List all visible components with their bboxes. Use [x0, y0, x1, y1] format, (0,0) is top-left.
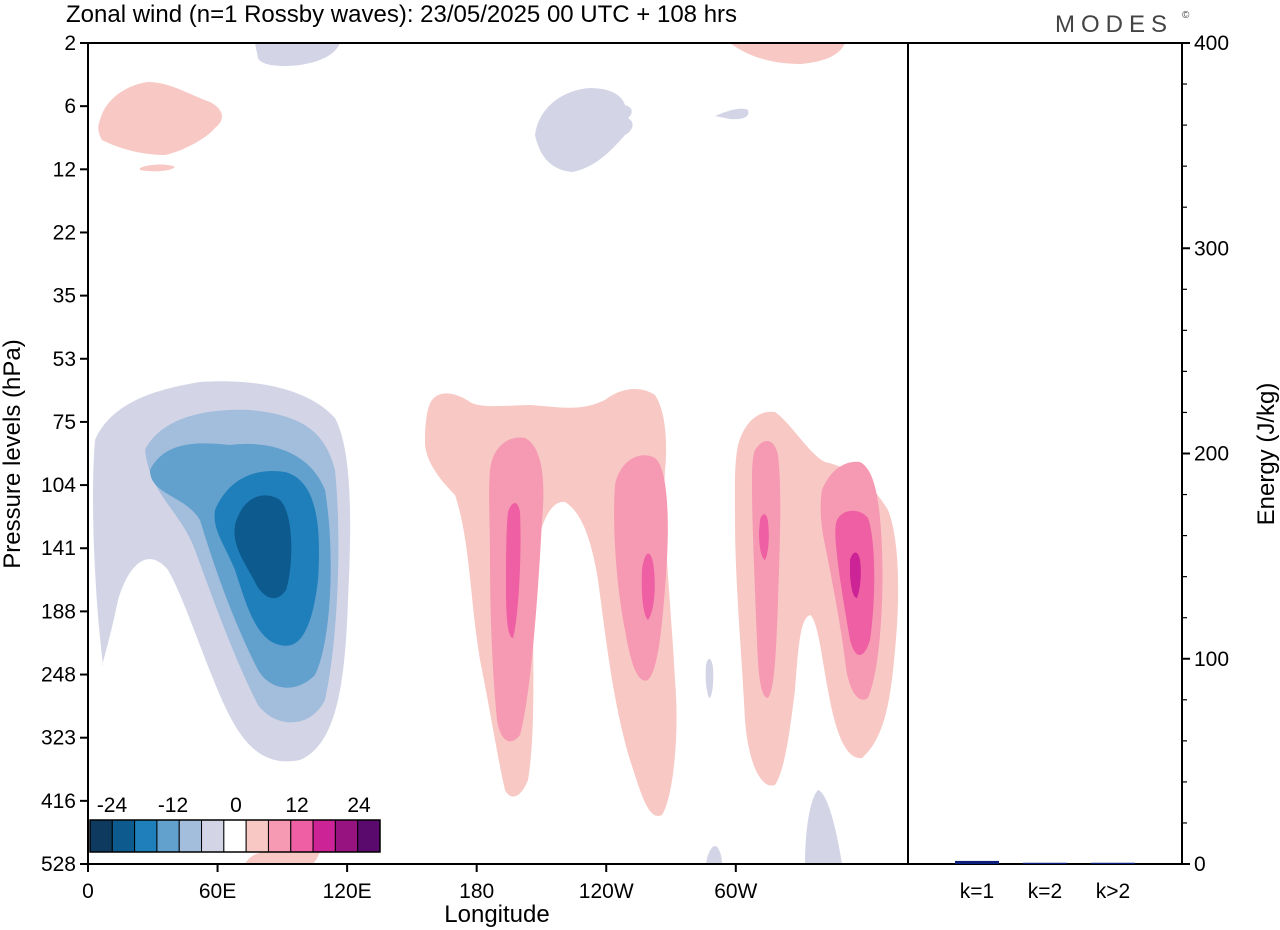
negative-anomaly-bottom-30w: [805, 790, 842, 864]
negative-anomaly-east-hemisphere: [92, 381, 351, 762]
positive-anomaly-dateline: [424, 388, 677, 816]
contour-level-8: [752, 440, 781, 698]
colorbar-swatch: [334, 819, 359, 853]
x-axis-label: Longitude: [444, 901, 549, 928]
energy-category-label: k=2: [1028, 880, 1062, 903]
colorbar-swatch: [357, 819, 381, 853]
y-tick-label: 35: [53, 285, 76, 308]
negative-anomaly-stratosphere-pacific: [535, 88, 633, 172]
energy-tick-label: 300: [1194, 237, 1229, 260]
y-tick-label: 248: [41, 664, 76, 687]
colorbar-swatch: [245, 819, 269, 853]
colorbar-swatch: [201, 819, 225, 853]
positive-anomaly-small-12hpa: [140, 164, 175, 172]
y-tick-label: 323: [41, 727, 76, 750]
x-tick-label: 120E: [323, 880, 372, 903]
colorbar-swatch: [223, 819, 247, 853]
colorbar-frame: [89, 819, 381, 853]
colorbar-tick-label: -24: [97, 794, 128, 817]
contour-level-12: [641, 553, 655, 620]
modes-logo: MODES ©: [1055, 10, 1190, 38]
y-tick-label: 53: [53, 348, 76, 371]
y-tick-label: 188: [41, 600, 76, 623]
energy-tick-label: 200: [1194, 443, 1229, 466]
x-tick-label: 60W: [714, 880, 757, 903]
energy-tick-label: 100: [1194, 648, 1229, 671]
energy-tick-label: 0: [1194, 853, 1206, 876]
contour-level-12: [506, 503, 521, 638]
contour-field: [92, 43, 899, 864]
y-tick-label: 141: [41, 537, 76, 560]
positive-anomaly-top-60w: [730, 43, 845, 64]
colorbar: -24 -12 0 12 24: [89, 794, 381, 853]
y-axis-label: Pressure levels (hPa): [0, 339, 26, 568]
y-tick-label: 416: [41, 790, 76, 813]
energy-bar: [1023, 862, 1067, 864]
colorbar-swatch: [111, 819, 136, 853]
energy-bars: k=1 k=2 k>2: [955, 860, 1135, 903]
y-tick-label: 2: [64, 32, 76, 55]
x-tick-label: 0: [82, 880, 94, 903]
x-tick-label: 180: [459, 880, 494, 903]
colorbar-swatch: [267, 819, 292, 853]
colorbar-tick-label: -12: [158, 794, 188, 817]
svg-text:MODES: MODES: [1055, 11, 1173, 38]
colorbar-swatch: [178, 819, 203, 853]
energy-plot-frame: [907, 42, 1183, 865]
colorbar-swatch: [312, 819, 336, 853]
energy-category-label: k>2: [1096, 880, 1130, 903]
contour-level-4: [424, 388, 677, 816]
negative-anomaly-small-248hpa: [705, 658, 714, 698]
colorbar-swatch: [134, 819, 158, 853]
y-tick-label: 528: [41, 853, 76, 876]
energy-bar: [1091, 862, 1135, 864]
colorbar-swatch: [156, 819, 180, 853]
y-tick-label: 22: [53, 221, 76, 244]
contour-level-16: [850, 552, 861, 598]
colorbar-swatch: [290, 819, 314, 853]
svg-text:©: ©: [1182, 10, 1190, 21]
energy-axis-label: Energy (J/kg): [1253, 383, 1280, 526]
energy-axis: 0 100 200 300 400: [1182, 32, 1229, 876]
energy-bar: [955, 860, 999, 864]
positive-anomaly-stratosphere-west: [98, 82, 222, 155]
y-tick-label: 104: [41, 474, 76, 497]
positive-anomaly-120w: [614, 455, 668, 681]
chart-title: Zonal wind (n=1 Rossby waves): 23/05/202…: [66, 1, 737, 28]
colorbar-swatch: [89, 819, 113, 853]
energy-category-label: k=1: [960, 880, 994, 903]
x-tick-label: 60E: [199, 880, 236, 903]
positive-anomaly-60w: [734, 411, 899, 786]
colorbar-tick-label: 12: [285, 794, 308, 817]
y-axis: 2 6 12 22 35 53 75 104 141 188 248 323 416 528: [41, 32, 88, 876]
x-tick-label: 120W: [579, 880, 634, 903]
contour-level-8: [614, 455, 668, 681]
x-axis: 0 60E 120E 180 120W 60W: [82, 864, 758, 903]
y-tick-label: 12: [53, 158, 76, 181]
y-tick-label: 75: [53, 411, 76, 434]
contour-level-12: [759, 514, 769, 560]
negative-anomaly-top-60e: [255, 43, 340, 67]
y-tick-label: 6: [64, 95, 76, 118]
energy-tick-label: 400: [1194, 32, 1229, 55]
colorbar-tick-label: 0: [230, 794, 242, 817]
colorbar-tick-label: 24: [347, 794, 371, 817]
negative-anomaly-small-6hpa: [715, 108, 749, 120]
positive-anomaly-bottom-80e: [245, 852, 320, 864]
negative-anomaly-bottom-90w: [706, 845, 722, 864]
contour-level--20: [234, 495, 292, 599]
